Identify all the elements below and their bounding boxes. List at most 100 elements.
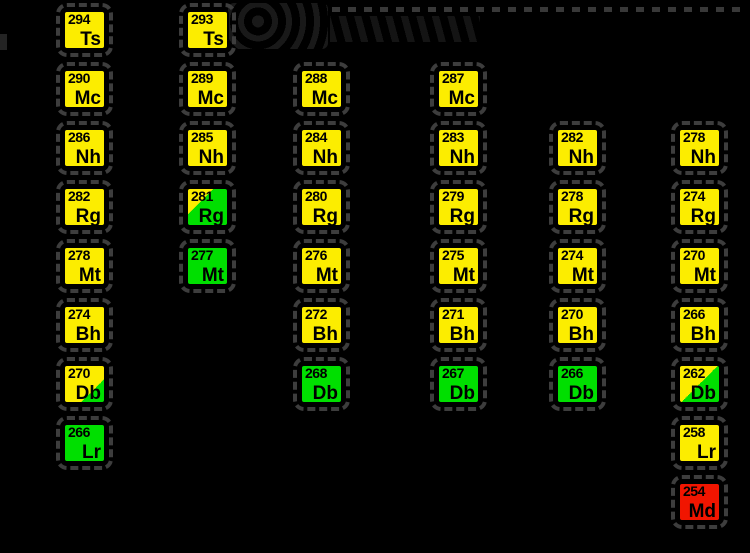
nuclide-box-270Mt: 270 Mt: [671, 239, 728, 293]
nuclide-box-277Mt: 277 Mt: [179, 239, 236, 293]
nuclide-box-282Rg: 282 Rg: [56, 180, 113, 234]
element-symbol: Nh: [312, 147, 338, 168]
nuclide-box-274Mt: 274 Mt: [549, 239, 606, 293]
nuclide-box-276Mt: 276 Mt: [293, 239, 350, 293]
mass-number: 270: [561, 306, 583, 322]
mass-number: 282: [561, 129, 583, 145]
element-symbol: Bh: [690, 324, 716, 345]
element-symbol: Ts: [80, 29, 101, 50]
nuclide-box-289Mc: 289 Mc: [179, 62, 236, 116]
mass-number: 266: [683, 306, 705, 322]
nuclide-box-283Nh: 283 Nh: [430, 121, 487, 175]
nuclide-box-268Db: 268 Db: [293, 357, 350, 411]
mass-number: 286: [68, 129, 90, 145]
element-symbol: Rg: [568, 206, 594, 227]
mass-number: 280: [305, 188, 327, 204]
mass-number: 258: [683, 424, 705, 440]
element-symbol: Rg: [312, 206, 338, 227]
mass-number: 288: [305, 70, 327, 86]
element-symbol: Nh: [449, 147, 475, 168]
ghost-artifact-left-mark: [0, 34, 7, 50]
mass-number: 266: [68, 424, 90, 440]
mass-number: 268: [305, 365, 327, 381]
element-symbol: Lr: [697, 442, 716, 463]
element-symbol: Bh: [568, 324, 594, 345]
nuclide-box-274Rg: 274 Rg: [671, 180, 728, 234]
element-symbol: Ts: [203, 29, 224, 50]
element-symbol: Nh: [690, 147, 716, 168]
mass-number: 283: [442, 129, 464, 145]
mass-number: 272: [305, 306, 327, 322]
element-symbol: Nh: [568, 147, 594, 168]
mass-number: 275: [442, 247, 464, 263]
ghost-artifact-title-blob-2: [330, 16, 480, 42]
element-symbol: Mc: [448, 88, 475, 109]
mass-number: 289: [191, 70, 213, 86]
element-symbol: Rg: [449, 206, 475, 227]
mass-number: 282: [68, 188, 90, 204]
nuclide-box-272Bh: 272 Bh: [293, 298, 350, 352]
mass-number: 271: [442, 306, 464, 322]
nuclide-box-288Mc: 288 Mc: [293, 62, 350, 116]
ghost-artifact-title-blob: [228, 3, 328, 49]
nuclide-box-275Mt: 275 Mt: [430, 239, 487, 293]
nuclide-box-278Rg: 278 Rg: [549, 180, 606, 234]
element-symbol: Bh: [75, 324, 101, 345]
mass-number: 278: [561, 188, 583, 204]
element-symbol: Mt: [78, 265, 101, 286]
element-symbol: Rg: [198, 206, 224, 227]
mass-number: 294: [68, 11, 90, 27]
element-symbol: Md: [688, 501, 716, 522]
nuclide-box-285Nh: 285 Nh: [179, 121, 236, 175]
nuclide-box-287Mc: 287 Mc: [430, 62, 487, 116]
element-symbol: Mt: [201, 265, 224, 286]
mass-number: 284: [305, 129, 327, 145]
mass-number: 278: [683, 129, 705, 145]
element-symbol: Db: [312, 383, 338, 404]
element-symbol: Mc: [311, 88, 338, 109]
nuclide-box-267Db: 267 Db: [430, 357, 487, 411]
nuclide-box-266Lr: 266 Lr: [56, 416, 113, 470]
element-symbol: Mt: [315, 265, 338, 286]
element-symbol: Db: [690, 383, 716, 404]
nuclide-box-293Ts: 293 Ts: [179, 3, 236, 57]
mass-number: 266: [561, 365, 583, 381]
nuclide-box-270Bh: 270 Bh: [549, 298, 606, 352]
element-symbol: Db: [75, 383, 101, 404]
element-symbol: Mt: [571, 265, 594, 286]
mass-number: 274: [683, 188, 705, 204]
element-symbol: Lr: [82, 442, 101, 463]
nuclide-box-280Rg: 280 Rg: [293, 180, 350, 234]
element-symbol: Nh: [198, 147, 224, 168]
nuclide-box-271Bh: 271 Bh: [430, 298, 487, 352]
mass-number: 270: [68, 365, 90, 381]
element-symbol: Mc: [197, 88, 224, 109]
nuclide-box-258Lr: 258 Lr: [671, 416, 728, 470]
ghost-artifact-dash-row: [332, 7, 748, 12]
mass-number: 254: [683, 483, 705, 499]
element-symbol: Bh: [449, 324, 475, 345]
mass-number: 290: [68, 70, 90, 86]
mass-number: 278: [68, 247, 90, 263]
nuclide-box-282Nh: 282 Nh: [549, 121, 606, 175]
mass-number: 277: [191, 247, 213, 263]
nuclide-box-294Ts: 294 Ts: [56, 3, 113, 57]
element-symbol: Rg: [690, 206, 716, 227]
mass-number: 274: [561, 247, 583, 263]
nuclide-box-290Mc: 290 Mc: [56, 62, 113, 116]
nuclide-box-286Nh: 286 Nh: [56, 121, 113, 175]
element-symbol: Mt: [693, 265, 716, 286]
element-symbol: Nh: [75, 147, 101, 168]
nuclide-box-281Rg: 281 Rg: [179, 180, 236, 234]
mass-number: 270: [683, 247, 705, 263]
nuclide-box-278Mt: 278 Mt: [56, 239, 113, 293]
element-symbol: Db: [568, 383, 594, 404]
nuclide-box-262Db: 262 Db: [671, 357, 728, 411]
element-symbol: Mc: [74, 88, 101, 109]
element-symbol: Db: [449, 383, 475, 404]
mass-number: 262: [683, 365, 705, 381]
mass-number: 276: [305, 247, 327, 263]
nuclide-box-278Nh: 278 Nh: [671, 121, 728, 175]
nuclide-box-274Bh: 274 Bh: [56, 298, 113, 352]
